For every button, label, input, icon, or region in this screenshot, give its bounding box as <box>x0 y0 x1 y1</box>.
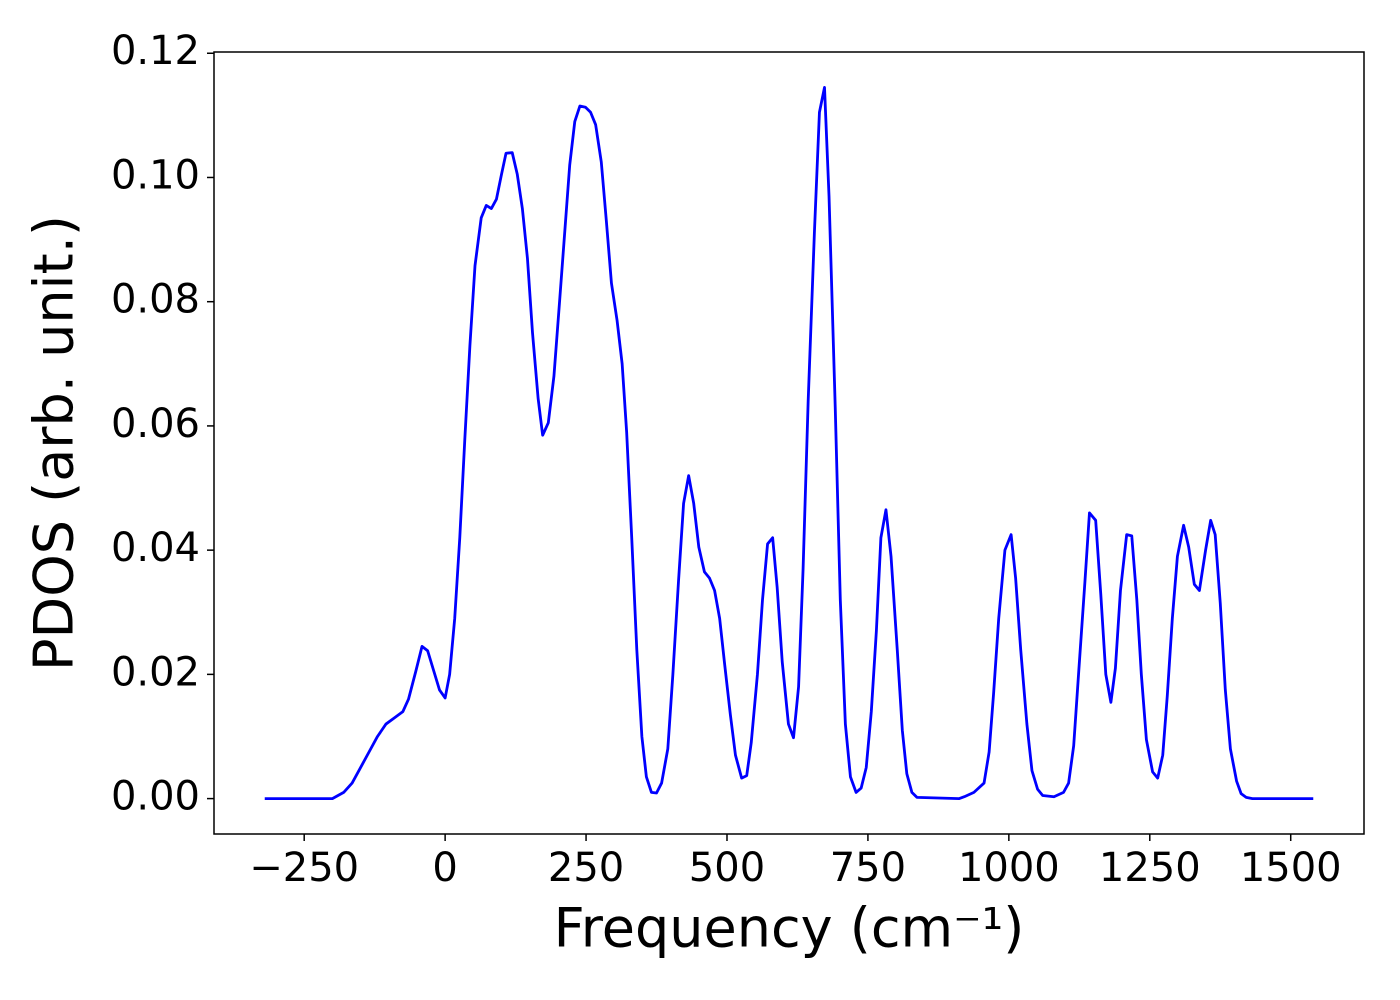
y-tick-label: 0.02 <box>111 649 200 695</box>
x-tick-label: 1250 <box>1099 845 1201 891</box>
y-axis-label: PDOS (arb. unit.) <box>23 215 86 671</box>
y-tick-label: 0.12 <box>111 28 200 74</box>
data-line <box>264 86 1314 800</box>
y-tick-label: 0.10 <box>111 152 200 198</box>
x-tick-label: 0 <box>432 845 457 891</box>
plot-frame <box>213 51 1365 835</box>
x-tick-label: 1000 <box>958 845 1060 891</box>
x-tick-label: 500 <box>689 845 765 891</box>
x-tick-label: 1500 <box>1240 845 1342 891</box>
y-tick-label: 0.06 <box>111 401 200 447</box>
y-tick-label: 0.04 <box>111 525 200 571</box>
y-tick-label: 0.08 <box>111 277 200 323</box>
x-axis-label: Frequency (cm⁻¹) <box>554 897 1025 960</box>
x-tick-label: 250 <box>548 845 624 891</box>
y-tick-label: 0.00 <box>111 774 200 820</box>
x-tick-label: 750 <box>830 845 906 891</box>
x-tick-label: −250 <box>249 845 359 891</box>
